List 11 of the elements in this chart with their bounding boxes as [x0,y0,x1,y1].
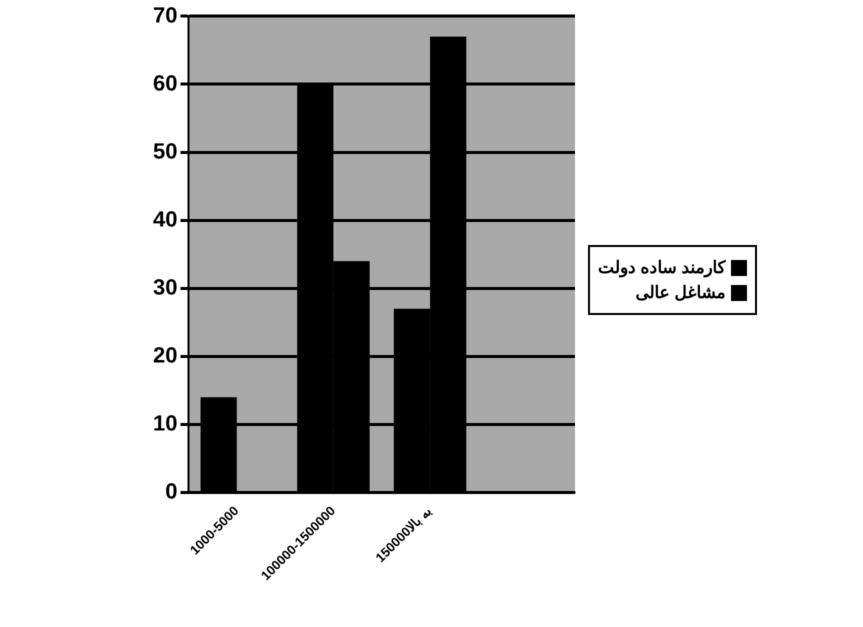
y-tick-label: 20 [152,342,178,368]
legend-label: کارمند ساده دولت [598,257,726,278]
y-tick-label: 0 [165,478,178,504]
y-tick-label: 30 [152,274,178,300]
y-tick-label: 60 [152,70,178,96]
y-tick-label: 40 [152,206,178,232]
y-tick-label: 10 [152,410,178,436]
y-tick-label: 70 [152,2,178,28]
x-tick-label: 150000به بالا [372,503,435,566]
y-tick-label: 50 [152,138,178,164]
legend-label: مشاغل عالی [636,282,726,303]
